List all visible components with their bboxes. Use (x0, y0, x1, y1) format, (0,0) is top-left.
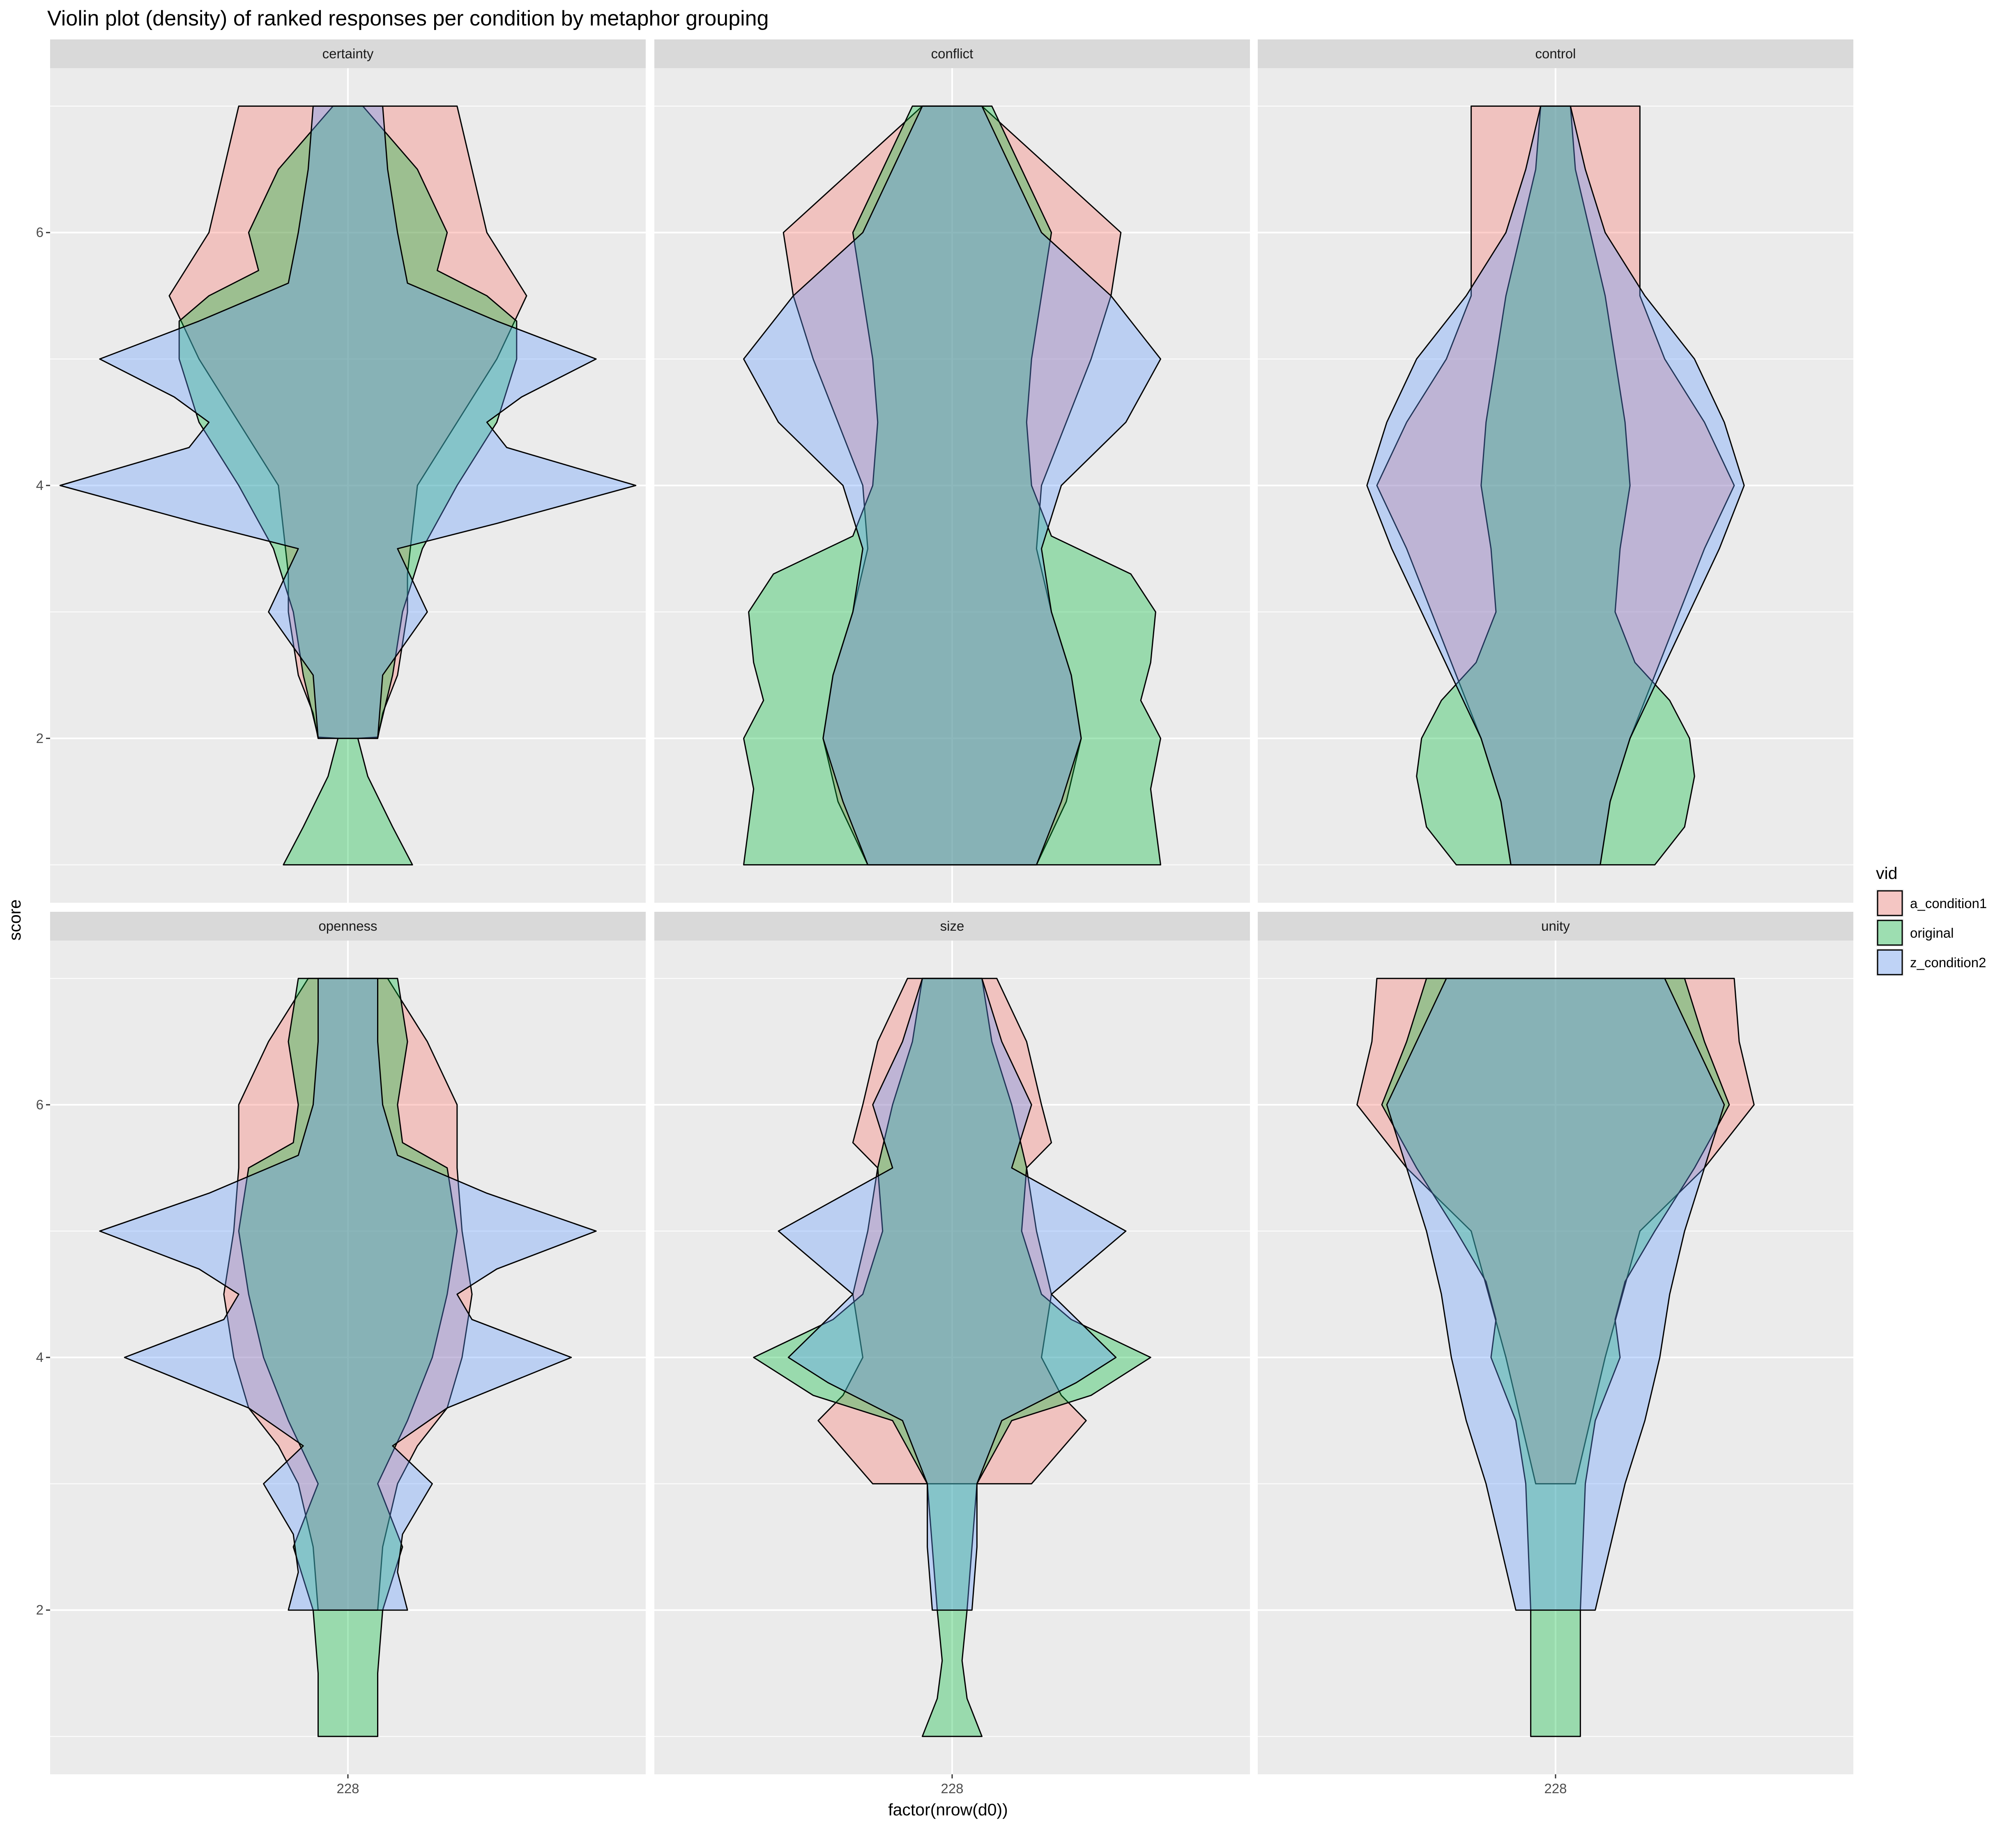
violin-unity-z_condition2 (1386, 978, 1725, 1611)
facet-unity: unity (1258, 912, 1853, 1774)
facet-certainty: certainty (50, 39, 646, 903)
facet-conflict: conflict (654, 39, 1250, 903)
facet-strip (1258, 39, 1853, 68)
violin-certainty-a_condition1 (168, 105, 527, 739)
facet-strip-label: unity (1541, 918, 1570, 934)
legend-title: vid (1876, 864, 1897, 883)
legend-item-original: original (1876, 919, 1954, 947)
violin-control-z_condition2 (1366, 105, 1745, 866)
legend-item-a_condition1: a_condition1 (1876, 889, 1987, 917)
violin-control-a_condition1 (1376, 105, 1735, 866)
legend-swatch (1877, 920, 1903, 946)
legend-key-background (1876, 948, 1904, 976)
violin-conflict-original (743, 105, 1161, 866)
y-axis-ticks: 2 4 6 2 4 6 (36, 225, 50, 1617)
x-tick-label: 228 (336, 1781, 359, 1796)
x-tick-label: 228 (1544, 1781, 1567, 1796)
legend: vid a_condition1 original z_condition2 (1876, 864, 1987, 976)
y-tick-label: 4 (36, 478, 44, 493)
legend-label: a_condition1 (1910, 896, 1987, 911)
y-tick-label: 6 (36, 1097, 44, 1112)
legend-item-z_condition2: z_condition2 (1876, 948, 1986, 976)
x-axis-ticks: 228 228 228 (336, 1774, 1567, 1796)
y-tick-label: 6 (36, 225, 44, 240)
facet-panels: certainty conflict control openness size unit… (50, 39, 1853, 1774)
facet-strip (50, 912, 646, 941)
chart-title: Violin plot (density) of ranked response… (47, 7, 769, 30)
facet-openness: openness (50, 912, 646, 1774)
legend-swatch (1877, 890, 1903, 916)
legend-label: original (1910, 925, 1954, 941)
y-tick-label: 2 (36, 1602, 44, 1617)
violin-unity-original (1381, 978, 1730, 1737)
facet-strip (654, 39, 1250, 68)
violin-conflict-z_condition2 (743, 105, 1161, 866)
violin-openness-original (238, 978, 458, 1737)
facet-control: control (1258, 39, 1853, 903)
facet-strip-label: control (1535, 46, 1576, 61)
facet-size: size (654, 912, 1250, 1774)
x-tick-label: 228 (941, 1781, 963, 1796)
y-tick-label: 2 (36, 731, 44, 746)
facet-strip-label: certainty (322, 46, 374, 61)
y-tick-label: 4 (36, 1350, 44, 1365)
facet-strip (654, 912, 1250, 941)
x-axis-title: factor(nrow(d0)) (888, 1800, 1008, 1819)
violin-openness-z_condition2 (99, 978, 597, 1611)
violin-size-a_condition1 (817, 978, 1087, 1485)
facet-strip (1258, 912, 1853, 941)
y-axis-title: score (5, 899, 24, 941)
facet-strip-label: conflict (931, 46, 973, 61)
legend-key-background (1876, 919, 1904, 947)
legend-items: a_condition1 original z_condition2 (1876, 889, 1987, 976)
facet-strip (50, 39, 646, 68)
legend-key-background (1876, 889, 1904, 917)
legend-swatch (1877, 949, 1903, 975)
violin-size-z_condition2 (778, 978, 1127, 1611)
violin-certainty-z_condition2 (59, 105, 637, 739)
facet-strip-label: openness (318, 918, 377, 934)
legend-label: z_condition2 (1910, 955, 1986, 970)
facet-strip-label: size (940, 918, 964, 934)
